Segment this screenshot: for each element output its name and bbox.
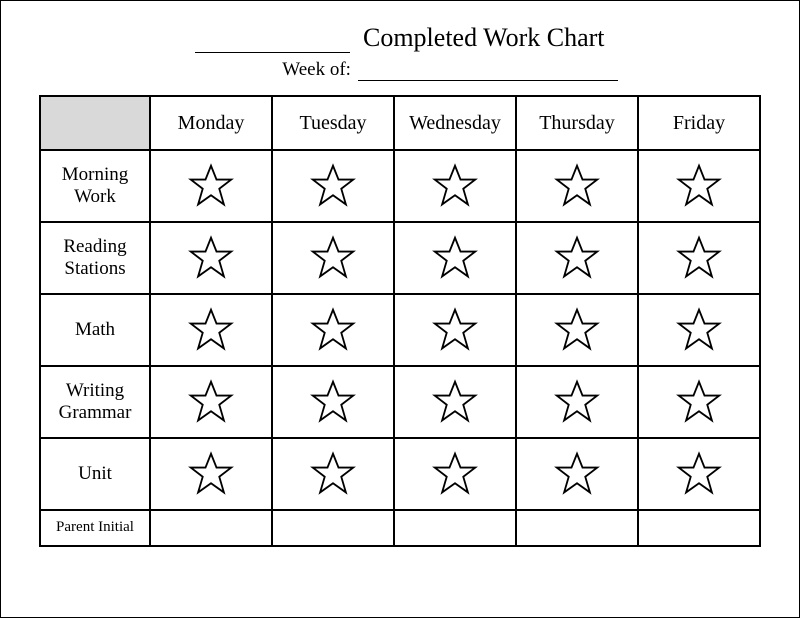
star-cell[interactable] bbox=[150, 150, 272, 222]
star-cell[interactable] bbox=[272, 438, 394, 510]
work-chart-table: Monday Tuesday Wednesday Thursday Friday… bbox=[39, 95, 761, 547]
row-label: MorningWork bbox=[40, 150, 150, 222]
star-icon bbox=[432, 163, 478, 209]
star-cell[interactable] bbox=[638, 366, 760, 438]
week-of-blank-field[interactable] bbox=[358, 65, 618, 81]
star-cell[interactable] bbox=[150, 366, 272, 438]
star-icon bbox=[188, 307, 234, 353]
star-cell[interactable] bbox=[516, 294, 638, 366]
star-icon bbox=[676, 235, 722, 281]
parent-initial-cell[interactable] bbox=[638, 510, 760, 546]
star-cell[interactable] bbox=[638, 294, 760, 366]
star-cell[interactable] bbox=[394, 366, 516, 438]
star-cell[interactable] bbox=[150, 294, 272, 366]
table-row: Math bbox=[40, 294, 760, 366]
day-header: Wednesday bbox=[394, 96, 516, 150]
parent-initial-label: Parent Initial bbox=[40, 510, 150, 546]
star-icon bbox=[432, 451, 478, 497]
star-cell[interactable] bbox=[272, 222, 394, 294]
day-header: Friday bbox=[638, 96, 760, 150]
chart-title: Completed Work Chart bbox=[363, 23, 605, 52]
star-icon bbox=[310, 163, 356, 209]
star-icon bbox=[554, 235, 600, 281]
star-icon bbox=[676, 379, 722, 425]
star-cell[interactable] bbox=[150, 222, 272, 294]
corner-cell bbox=[40, 96, 150, 150]
day-header: Tuesday bbox=[272, 96, 394, 150]
day-header: Monday bbox=[150, 96, 272, 150]
parent-initial-cell[interactable] bbox=[272, 510, 394, 546]
header-row: Monday Tuesday Wednesday Thursday Friday bbox=[40, 96, 760, 150]
star-cell[interactable] bbox=[516, 222, 638, 294]
star-cell[interactable] bbox=[394, 150, 516, 222]
table-row: WritingGrammar bbox=[40, 366, 760, 438]
star-cell[interactable] bbox=[638, 438, 760, 510]
star-cell[interactable] bbox=[638, 150, 760, 222]
row-label: ReadingStations bbox=[40, 222, 150, 294]
star-icon bbox=[188, 379, 234, 425]
star-cell[interactable] bbox=[272, 366, 394, 438]
star-icon bbox=[432, 235, 478, 281]
star-icon bbox=[188, 235, 234, 281]
star-icon bbox=[310, 235, 356, 281]
star-icon bbox=[676, 451, 722, 497]
star-cell[interactable] bbox=[394, 294, 516, 366]
star-cell[interactable] bbox=[394, 438, 516, 510]
week-of-label: Week of: bbox=[282, 59, 351, 80]
star-cell[interactable] bbox=[516, 150, 638, 222]
star-icon bbox=[432, 379, 478, 425]
star-cell[interactable] bbox=[394, 222, 516, 294]
star-cell[interactable] bbox=[516, 438, 638, 510]
day-header: Thursday bbox=[516, 96, 638, 150]
star-cell[interactable] bbox=[150, 438, 272, 510]
table-row: ReadingStations bbox=[40, 222, 760, 294]
star-cell[interactable] bbox=[272, 150, 394, 222]
star-icon bbox=[676, 163, 722, 209]
star-icon bbox=[188, 451, 234, 497]
star-cell[interactable] bbox=[516, 366, 638, 438]
parent-initial-cell[interactable] bbox=[150, 510, 272, 546]
footer-row: Parent Initial bbox=[40, 510, 760, 546]
star-icon bbox=[676, 307, 722, 353]
star-icon bbox=[188, 163, 234, 209]
title-line: Completed Work Chart bbox=[39, 23, 761, 53]
table-row: Unit bbox=[40, 438, 760, 510]
star-icon bbox=[310, 307, 356, 353]
star-icon bbox=[554, 379, 600, 425]
row-label: Unit bbox=[40, 438, 150, 510]
star-icon bbox=[310, 451, 356, 497]
star-cell[interactable] bbox=[272, 294, 394, 366]
star-icon bbox=[554, 163, 600, 209]
star-icon bbox=[432, 307, 478, 353]
row-label: Math bbox=[40, 294, 150, 366]
week-line: Week of: bbox=[39, 59, 761, 81]
name-blank-field[interactable] bbox=[195, 33, 350, 53]
parent-initial-cell[interactable] bbox=[516, 510, 638, 546]
page: Completed Work Chart Week of: Monday Tue… bbox=[0, 0, 800, 618]
table-row: MorningWork bbox=[40, 150, 760, 222]
row-label: WritingGrammar bbox=[40, 366, 150, 438]
parent-initial-cell[interactable] bbox=[394, 510, 516, 546]
star-cell[interactable] bbox=[638, 222, 760, 294]
star-icon bbox=[310, 379, 356, 425]
star-icon bbox=[554, 451, 600, 497]
star-icon bbox=[554, 307, 600, 353]
